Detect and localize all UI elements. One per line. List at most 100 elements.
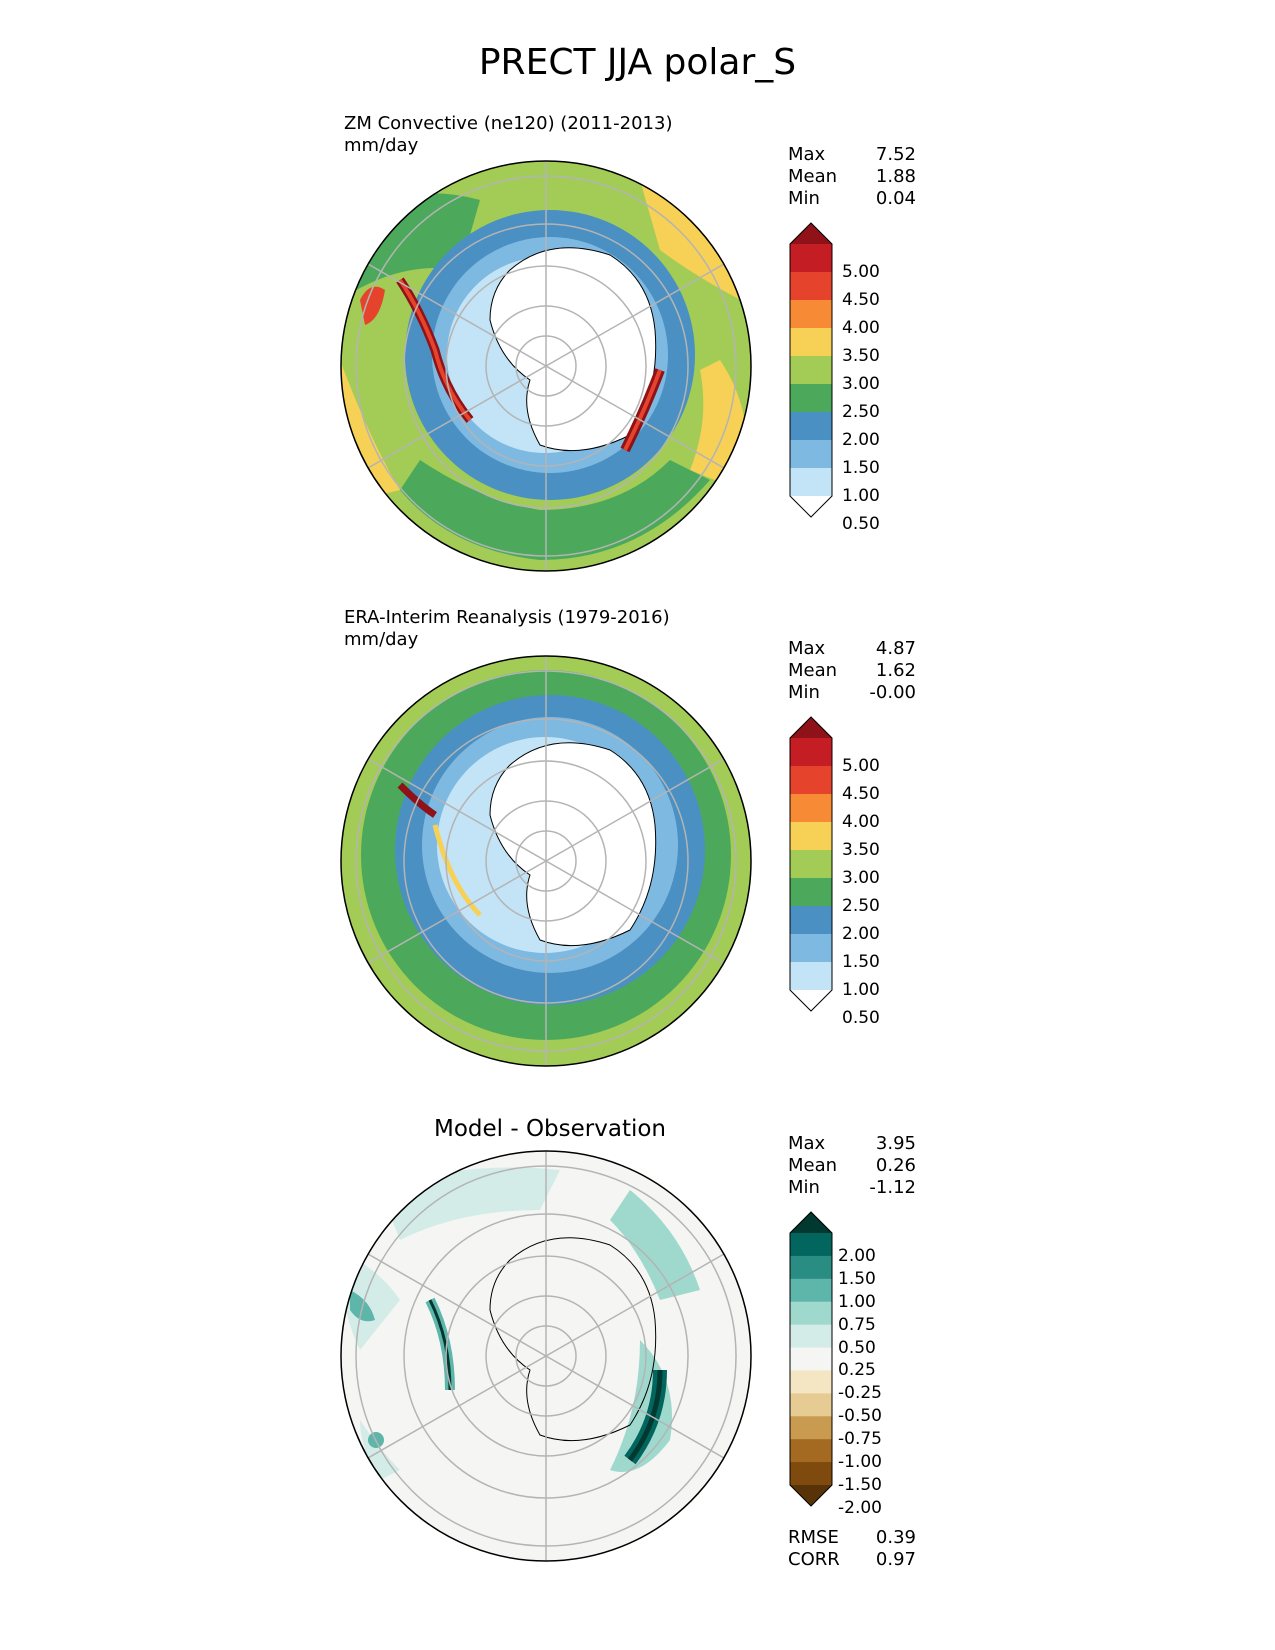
- colorbar-bottom-extension: [790, 1485, 832, 1506]
- colorbar-tick-label: 3.50: [842, 840, 880, 860]
- colorbar-segment: [790, 468, 832, 497]
- colorbar-tick-label: 4.50: [842, 290, 880, 310]
- stat-value: -1.12: [869, 1177, 916, 1198]
- figure-title: PRECT JJA polar_S: [478, 42, 797, 83]
- panel-2-map: [340, 655, 752, 1067]
- colorbar-segment: [790, 1416, 832, 1440]
- stat-value: 7.52: [875, 144, 916, 165]
- colorbar-tick-label: 1.50: [838, 1268, 876, 1289]
- colorbar-tick-label: 0.50: [842, 514, 880, 534]
- colorbar-segment: [790, 1301, 832, 1326]
- colorbar-segment: [790, 878, 832, 907]
- stat-label: RMSE: [788, 1527, 839, 1548]
- colorbar-tick-label: 2.00: [838, 1245, 876, 1266]
- colorbar-tick-label: 0.25: [838, 1360, 876, 1381]
- panel-1-units: mm/day: [344, 135, 419, 156]
- east-coast-red: [623, 369, 662, 451]
- colorbar-tick-label: 4.00: [842, 318, 880, 338]
- band-red-w: [360, 286, 385, 325]
- colorbar-segment: [790, 1255, 832, 1280]
- stat-label: Min: [788, 682, 820, 703]
- colorbar-top-extension: [790, 1212, 832, 1233]
- stat-label: CORR: [788, 1549, 840, 1570]
- peninsula-max: [397, 782, 437, 818]
- colorbar-tick-label: 0.50: [842, 1008, 880, 1028]
- colorbar-segment: [790, 300, 832, 329]
- panel-2-units: mm/day: [344, 629, 419, 650]
- colorbar-tick-label: -0.25: [838, 1383, 882, 1404]
- panel-1-stats: Max 7.52 Mean 1.88 Min 0.04: [788, 144, 916, 210]
- panel-3-colorbar: [789, 1211, 833, 1507]
- stat-label: Max: [788, 1133, 826, 1154]
- stat-label: Max: [788, 144, 826, 165]
- stat-label: Min: [788, 188, 820, 209]
- colorbar-segment: [790, 906, 832, 935]
- stat-label: Max: [788, 638, 826, 659]
- colorbar-segment: [790, 738, 832, 767]
- colorbar-bottom-extension: [790, 990, 832, 1011]
- colorbar-tick-label: 2.50: [842, 402, 880, 422]
- colorbar-tick-label: 2.00: [842, 430, 880, 450]
- colorbar-tick-label: -0.75: [838, 1429, 882, 1450]
- panel-1-map: [340, 160, 752, 572]
- colorbar-tick-label: 0.50: [838, 1337, 876, 1358]
- colorbar-segment: [790, 272, 832, 301]
- colorbar-segment: [790, 412, 832, 441]
- band-teal-ne: [610, 1190, 700, 1300]
- peninsula-core: [428, 1299, 452, 1391]
- panel-2-title: ERA-Interim Reanalysis (1979-2016): [344, 607, 670, 628]
- colorbar-tick-label: 0.75: [838, 1314, 876, 1335]
- colorbar-segment: [790, 822, 832, 851]
- colorbar-tick-label: 2.50: [842, 896, 880, 916]
- colorbar-segment: [790, 1370, 832, 1394]
- panel-3-map: [340, 1150, 752, 1562]
- colorbar-segment: [790, 962, 832, 991]
- colorbar-tick-label: 3.00: [842, 868, 880, 888]
- graticule: [355, 161, 737, 571]
- colorbar-tick-label: 5.00: [842, 756, 880, 776]
- colorbar-tick-label: 2.00: [842, 924, 880, 944]
- colorbar-segment: [790, 934, 832, 963]
- colorbar-segment: [790, 850, 832, 879]
- colorbar-segment: [790, 1462, 832, 1486]
- stat-value: 0.39: [875, 1527, 916, 1548]
- colorbar-segment: [790, 1324, 832, 1349]
- colorbar-segment: [790, 794, 832, 823]
- colorbar-segment: [790, 1393, 832, 1417]
- graticule: [355, 1151, 737, 1561]
- colorbar-tick-label: -1.00: [838, 1452, 882, 1473]
- colorbar-outline: [789, 222, 833, 518]
- panel-3-title: Model - Observation: [433, 1116, 667, 1142]
- colorbar-tick-label: 1.00: [842, 486, 880, 506]
- panel-2-stats: Max 4.87 Mean 1.62 Min -0.00: [788, 638, 916, 704]
- stat-label: Mean: [788, 1155, 838, 1176]
- colorbar-segment: [790, 1439, 832, 1463]
- peninsula-yellow: [432, 824, 482, 917]
- colorbar-tick-label: 4.00: [842, 812, 880, 832]
- peninsula-red: [398, 278, 472, 422]
- stat-value: 0.04: [875, 188, 916, 209]
- colorbar-segment: [790, 1278, 832, 1303]
- panel-1-title: ZM Convective (ne120) (2011-2013): [344, 113, 673, 134]
- colorbar-tick-label: 1.50: [842, 952, 880, 972]
- stat-value: 0.26: [875, 1155, 916, 1176]
- stat-value: 1.62: [875, 660, 916, 681]
- map-boundary: [340, 160, 752, 572]
- stat-value: 1.88: [875, 166, 916, 187]
- panel-2-colorbar: [789, 716, 833, 1012]
- graticule: [355, 656, 737, 1066]
- colorbar-segment: [790, 766, 832, 795]
- colorbar-segment: [790, 384, 832, 413]
- map-boundary: [340, 655, 752, 1067]
- panel-3-extra-stats: RMSE 0.39 CORR 0.97: [788, 1527, 916, 1571]
- stat-value: -0.00: [869, 682, 916, 703]
- colorbar-segment: [790, 244, 832, 273]
- stat-value: 0.97: [875, 1549, 916, 1570]
- colorbar-top-extension: [790, 223, 832, 244]
- stat-label: Mean: [788, 166, 838, 187]
- colorbar-outline: [789, 1211, 833, 1507]
- colorbar-segment: [790, 1347, 832, 1371]
- colorbar-segment: [790, 328, 832, 357]
- colorbar-tick-label: 3.00: [842, 374, 880, 394]
- colorbar-tick-label: 1.50: [842, 458, 880, 478]
